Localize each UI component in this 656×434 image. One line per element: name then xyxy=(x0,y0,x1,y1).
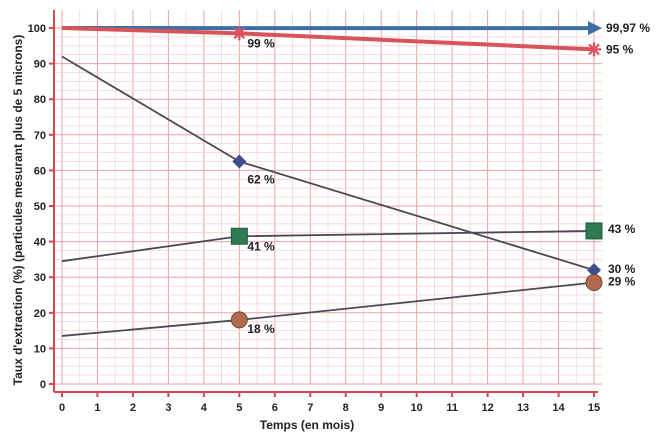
data-point-circle xyxy=(585,274,603,292)
x-tick-label: 12 xyxy=(481,402,493,414)
x-tick-label: 11 xyxy=(446,402,458,414)
data-labels: 99,97 % 99 % 95 % 62 % 30 % 41 % 43 % 18 % 29 % xyxy=(247,21,650,336)
y-tick-label: 80 xyxy=(34,94,46,106)
y-tick-label: 90 xyxy=(34,59,46,71)
x-tick-label: 3 xyxy=(165,402,171,414)
y-tick-label: 40 xyxy=(34,237,46,249)
x-tick-label: 1 xyxy=(94,402,100,414)
data-label-diamond: 30 % xyxy=(608,262,636,276)
data-label-arrow: 99,97 % xyxy=(606,21,650,35)
data-label-square: 43 % xyxy=(608,222,636,236)
y-tick-label: 30 xyxy=(34,272,46,284)
data-label-asterisk: 95 % xyxy=(606,42,634,56)
data-point-asterisk xyxy=(233,27,246,40)
data-point-square xyxy=(230,227,248,245)
y-tick-label: 100 xyxy=(28,23,46,35)
x-tick-label: 13 xyxy=(517,402,529,414)
data-point-arrow xyxy=(588,21,602,36)
data-label-circle: 18 % xyxy=(247,322,275,336)
x-tick-label: 7 xyxy=(307,402,313,414)
data-point-asterisk xyxy=(588,43,600,56)
x-tick-label: 10 xyxy=(411,402,423,414)
x-tick-label: 2 xyxy=(130,402,136,414)
x-tick-label: 6 xyxy=(272,402,278,414)
series-layer xyxy=(61,21,603,337)
data-label-asterisk: 99 % xyxy=(247,36,275,50)
data-label-square: 41 % xyxy=(247,239,275,253)
x-tick-label: 0 xyxy=(59,402,65,414)
x-tick-label: 15 xyxy=(588,402,600,414)
y-tick-label: 20 xyxy=(34,308,46,320)
x-tick-label: 14 xyxy=(552,402,565,414)
x-tick-label: 8 xyxy=(343,402,349,414)
data-point-diamond xyxy=(587,263,601,278)
data-point-diamond xyxy=(232,154,247,169)
y-tick-label: 70 xyxy=(34,130,46,142)
y-tick-label: 10 xyxy=(34,343,46,355)
y-tick-label: 50 xyxy=(34,201,46,213)
x-tick-label: 5 xyxy=(236,402,242,414)
data-point-square xyxy=(585,222,603,240)
grid xyxy=(54,10,602,385)
x-tick-label: 9 xyxy=(378,402,384,414)
data-label-circle: 29 % xyxy=(608,275,636,289)
x-axis-title: Temps (en mois) xyxy=(260,418,354,432)
data-point-circle xyxy=(230,311,248,329)
x-tick-label: 4 xyxy=(201,402,208,414)
y-tick-label: 0 xyxy=(40,379,46,391)
y-tick-label: 60 xyxy=(34,165,46,177)
data-label-diamond: 62 % xyxy=(247,173,275,187)
y-axis-title: Taux d'extraction (%) (particules mesura… xyxy=(11,35,25,386)
